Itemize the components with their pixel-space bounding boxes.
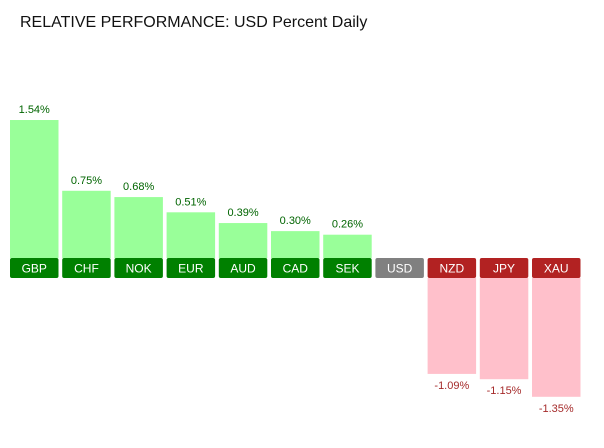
labels-layer: GBP 1.54% CHF 0.75% NOK 0.68% EUR 0.51% AUD 0.39%… bbox=[10, 104, 581, 415]
currency-label-xau: XAU bbox=[544, 262, 569, 276]
currency-box-jpy bbox=[479, 258, 529, 278]
currency-box-gbp bbox=[10, 258, 59, 278]
currency-label-gbp: GBP bbox=[22, 262, 47, 276]
currency-box-sek bbox=[323, 258, 372, 278]
currency-label-nzd: NZD bbox=[440, 262, 465, 276]
currency-label-cad: CAD bbox=[283, 262, 309, 276]
chart-title: RELATIVE PERFORMANCE: USD Percent Daily bbox=[20, 14, 368, 31]
bar-nzd bbox=[427, 278, 477, 374]
bar-cad bbox=[271, 231, 320, 258]
bar-nok bbox=[114, 197, 163, 258]
bar-eur bbox=[166, 212, 216, 258]
bars-layer bbox=[10, 120, 581, 397]
currency-label-sek: SEK bbox=[335, 262, 359, 276]
bar-sek bbox=[323, 234, 372, 258]
currency-box-chf bbox=[62, 258, 111, 278]
value-label-gbp: 1.54% bbox=[19, 104, 50, 116]
value-label-nok: 0.68% bbox=[123, 181, 154, 193]
bar-chf bbox=[62, 190, 111, 258]
value-label-jpy: -1.15% bbox=[487, 385, 522, 397]
currency-box-usd bbox=[375, 258, 424, 278]
currency-label-chf: CHF bbox=[74, 262, 99, 276]
value-label-nzd: -1.09% bbox=[434, 380, 469, 392]
currency-box-cad bbox=[271, 258, 320, 278]
bar-xau bbox=[532, 278, 581, 397]
value-label-xau: -1.35% bbox=[539, 403, 574, 415]
currency-label-jpy: JPY bbox=[493, 262, 515, 276]
value-label-aud: 0.39% bbox=[227, 207, 258, 219]
bar-jpy bbox=[479, 278, 529, 380]
currency-box-aud bbox=[218, 258, 268, 278]
currency-label-eur: EUR bbox=[178, 262, 204, 276]
value-label-chf: 0.75% bbox=[71, 175, 102, 187]
currency-label-aud: AUD bbox=[230, 262, 256, 276]
value-label-sek: 0.26% bbox=[332, 219, 363, 231]
bar-aud bbox=[218, 223, 268, 258]
currency-label-usd: USD bbox=[387, 262, 413, 276]
currency-label-nok: NOK bbox=[126, 262, 152, 276]
currency-box-nok bbox=[114, 258, 163, 278]
currency-box-nzd bbox=[427, 258, 477, 278]
currency-box-eur bbox=[166, 258, 216, 278]
value-label-cad: 0.30% bbox=[280, 215, 311, 227]
value-label-eur: 0.51% bbox=[175, 196, 206, 208]
currency-box-xau bbox=[532, 258, 581, 278]
bar-gbp bbox=[10, 120, 59, 259]
